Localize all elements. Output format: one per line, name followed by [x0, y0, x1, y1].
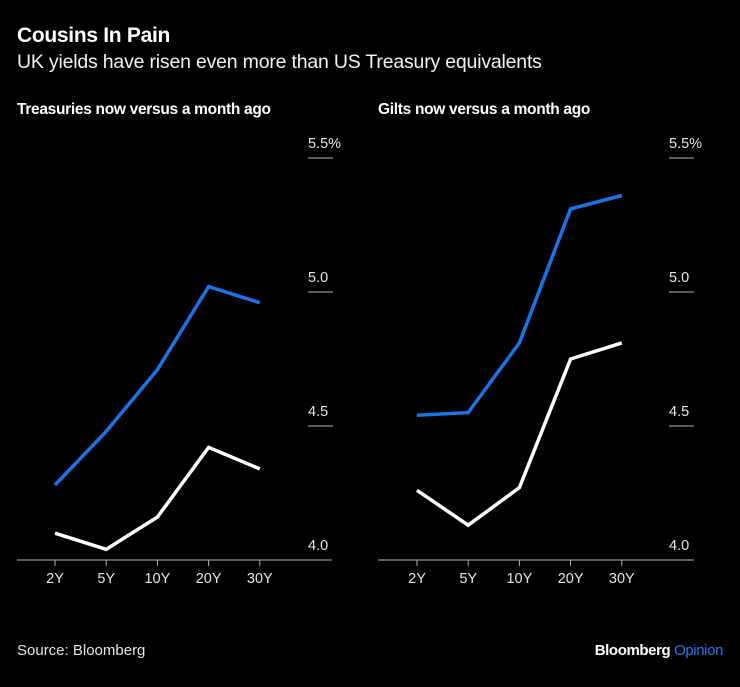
y-tick-label: 5.0 [308, 270, 328, 286]
y-tick-label: 5.0 [669, 270, 689, 286]
series-line-a-month-ago [54, 445, 261, 552]
brand-name: Bloomberg [594, 642, 671, 659]
x-tick-label: 30Y [609, 571, 635, 587]
brand-logo: Bloomberg Opinion [594, 642, 724, 659]
panel-title-gilts: Gilts now versus a month ago [378, 101, 591, 118]
x-tick-label: 30Y [247, 571, 273, 587]
series-line-a-month-ago [416, 341, 623, 528]
x-tick-label: 2Y [46, 571, 64, 587]
chart-title: Cousins In Pain [17, 24, 171, 47]
y-tick-label: 5.5% [308, 136, 341, 152]
x-tick-label: 10Y [506, 571, 532, 587]
x-tick-label: 2Y [408, 571, 426, 587]
x-tick-label: 10Y [144, 571, 170, 587]
x-tick-label: 5Y [459, 571, 477, 587]
y-tick-label: 4.5 [669, 404, 689, 420]
chart-subtitle: UK yields have risen even more than US T… [17, 51, 542, 73]
x-tick-label: 20Y [196, 571, 222, 587]
source-note: Source: Bloomberg [17, 642, 146, 659]
panel-title-treasuries: Treasuries now versus a month ago [17, 101, 271, 118]
series-line-now [416, 193, 623, 418]
y-tick-label: 5.5% [669, 136, 702, 152]
x-tick-label: 5Y [97, 571, 115, 587]
series-line-now [53, 284, 261, 487]
brand-suffix: Opinion [674, 642, 723, 659]
y-tick-label: 4.0 [308, 538, 328, 554]
x-tick-label: 20Y [558, 571, 584, 587]
y-tick-label: 4.5 [308, 404, 328, 420]
y-tick-label: 4.0 [669, 538, 689, 554]
